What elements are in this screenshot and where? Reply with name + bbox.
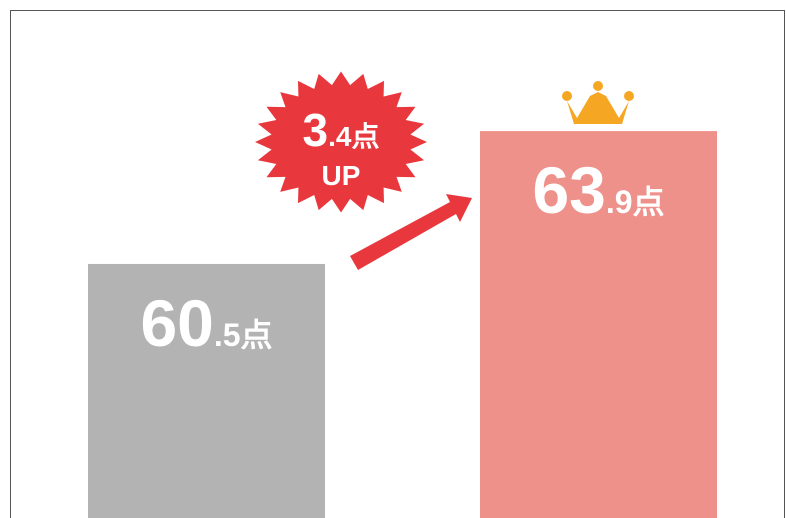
bar: [480, 131, 717, 518]
arrow: [350, 194, 472, 270]
crown: [562, 91, 572, 101]
annotation: 3.4点: [303, 104, 380, 156]
starburst: [255, 71, 427, 213]
bar: [88, 263, 325, 518]
value-label: 60.5点: [140, 286, 272, 360]
crown: [624, 91, 634, 101]
crown: [567, 92, 629, 124]
frame: [10, 10, 785, 518]
annotation: UP: [322, 160, 361, 191]
crown: [593, 81, 603, 91]
value-label: 63.9点: [532, 153, 664, 227]
